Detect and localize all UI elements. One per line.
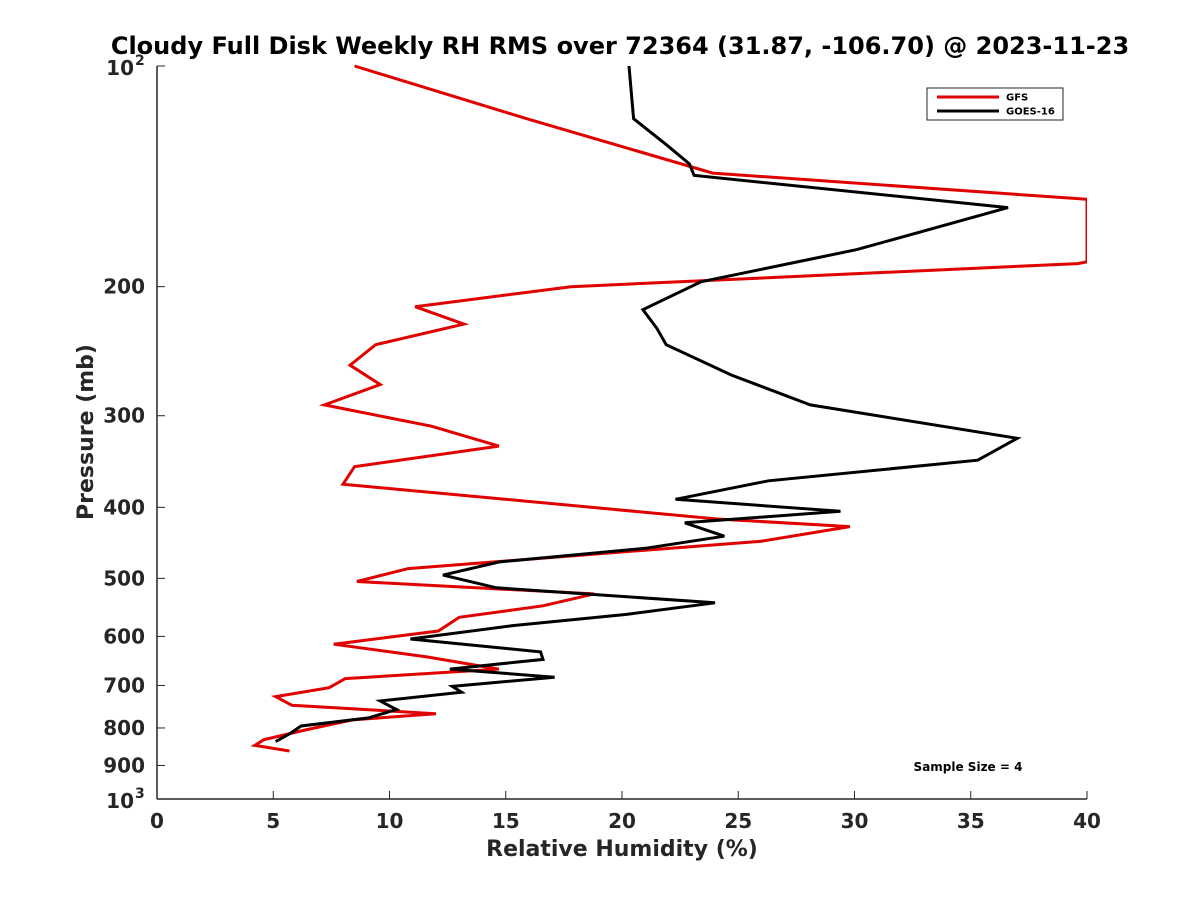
y-tick-exponent: 2 bbox=[135, 53, 145, 69]
x-tick-label: 40 bbox=[1073, 809, 1101, 833]
y-axis-label: Pressure (mb) bbox=[74, 344, 99, 520]
chart-title: Cloudy Full Disk Weekly RH RMS over 7236… bbox=[111, 32, 1129, 60]
y-tick-label: 10 bbox=[106, 789, 134, 813]
y-tick-label: 10 bbox=[106, 56, 134, 80]
legend-label-gfs: GFS bbox=[1006, 93, 1028, 104]
y-tick-label: 800 bbox=[103, 716, 145, 740]
x-tick-label: 20 bbox=[608, 809, 636, 833]
y-tick-label: 700 bbox=[103, 673, 145, 697]
x-tick-label: 30 bbox=[841, 809, 869, 833]
x-tick-label: 0 bbox=[150, 809, 164, 833]
x-axis-label: Relative Humidity (%) bbox=[486, 837, 758, 862]
y-tick-label: 500 bbox=[103, 566, 145, 590]
series-layer bbox=[250, 64, 1087, 753]
y-tick-label: 300 bbox=[103, 404, 145, 428]
y-tick-label: 400 bbox=[103, 495, 145, 519]
x-tick-label: 35 bbox=[957, 809, 985, 833]
series-line-goes-16 bbox=[274, 65, 1022, 743]
y-tick-label: 200 bbox=[103, 275, 145, 299]
x-tick-label: 15 bbox=[492, 809, 520, 833]
series-line-gfs bbox=[250, 64, 1087, 753]
legend-box bbox=[926, 87, 1064, 121]
y-tick-label: 900 bbox=[103, 753, 145, 777]
x-tick-label: 25 bbox=[724, 809, 752, 833]
y-tick-label: 600 bbox=[103, 624, 145, 648]
sample-size-annotation: Sample Size = 4 bbox=[914, 760, 1023, 774]
x-tick-label: 10 bbox=[376, 809, 404, 833]
legend-label-goes-16: GOES-16 bbox=[1006, 107, 1055, 118]
y-tick-exponent: 3 bbox=[135, 786, 145, 802]
legend: GFS GOES-16 bbox=[926, 87, 1064, 121]
x-tick-label: 5 bbox=[266, 809, 280, 833]
